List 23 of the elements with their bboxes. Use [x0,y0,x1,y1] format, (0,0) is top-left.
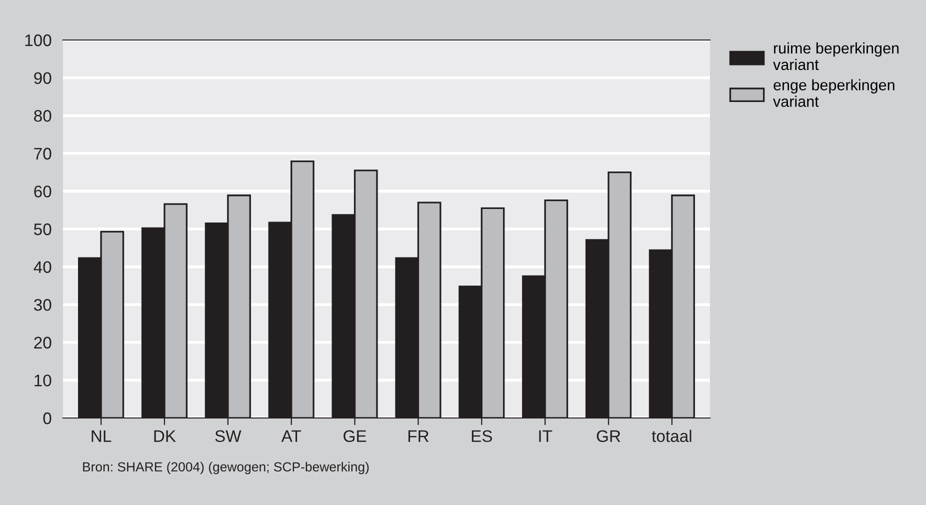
y-tick-label: 0 [43,412,52,424]
x-tick-label: ES [472,430,492,442]
legend-label: enge beperkingen variant [773,79,894,107]
x-tick-label: NL [92,430,112,442]
x-tick-label: FR [408,430,429,442]
x-tick-label: GR [596,430,620,442]
x-tick-label: AT [281,430,302,442]
y-tick-label: 20 [34,336,52,349]
y-tick-label: 90 [34,72,52,84]
y-tick-label: 100 [25,34,52,46]
x-tick-label: totaal [652,430,692,442]
y-tick-label: 50 [34,223,52,236]
y-tick-label: 60 [34,186,52,198]
text: Bron: SHARE (2004) (gewogen; SCP-bewerking) [83,462,369,474]
y-tick-label: 10 [34,374,52,386]
y-tick-label: 30 [34,299,52,311]
y-tick-label: 80 [34,110,52,122]
y-tick-label: 70 [34,148,52,160]
x-tick-label: GE [344,430,366,442]
x-tick-label: IT [539,430,552,442]
x-tick-label: SW [215,430,242,442]
y-tick-label: 40 [34,261,52,274]
x-tick-label: DK [154,430,176,442]
